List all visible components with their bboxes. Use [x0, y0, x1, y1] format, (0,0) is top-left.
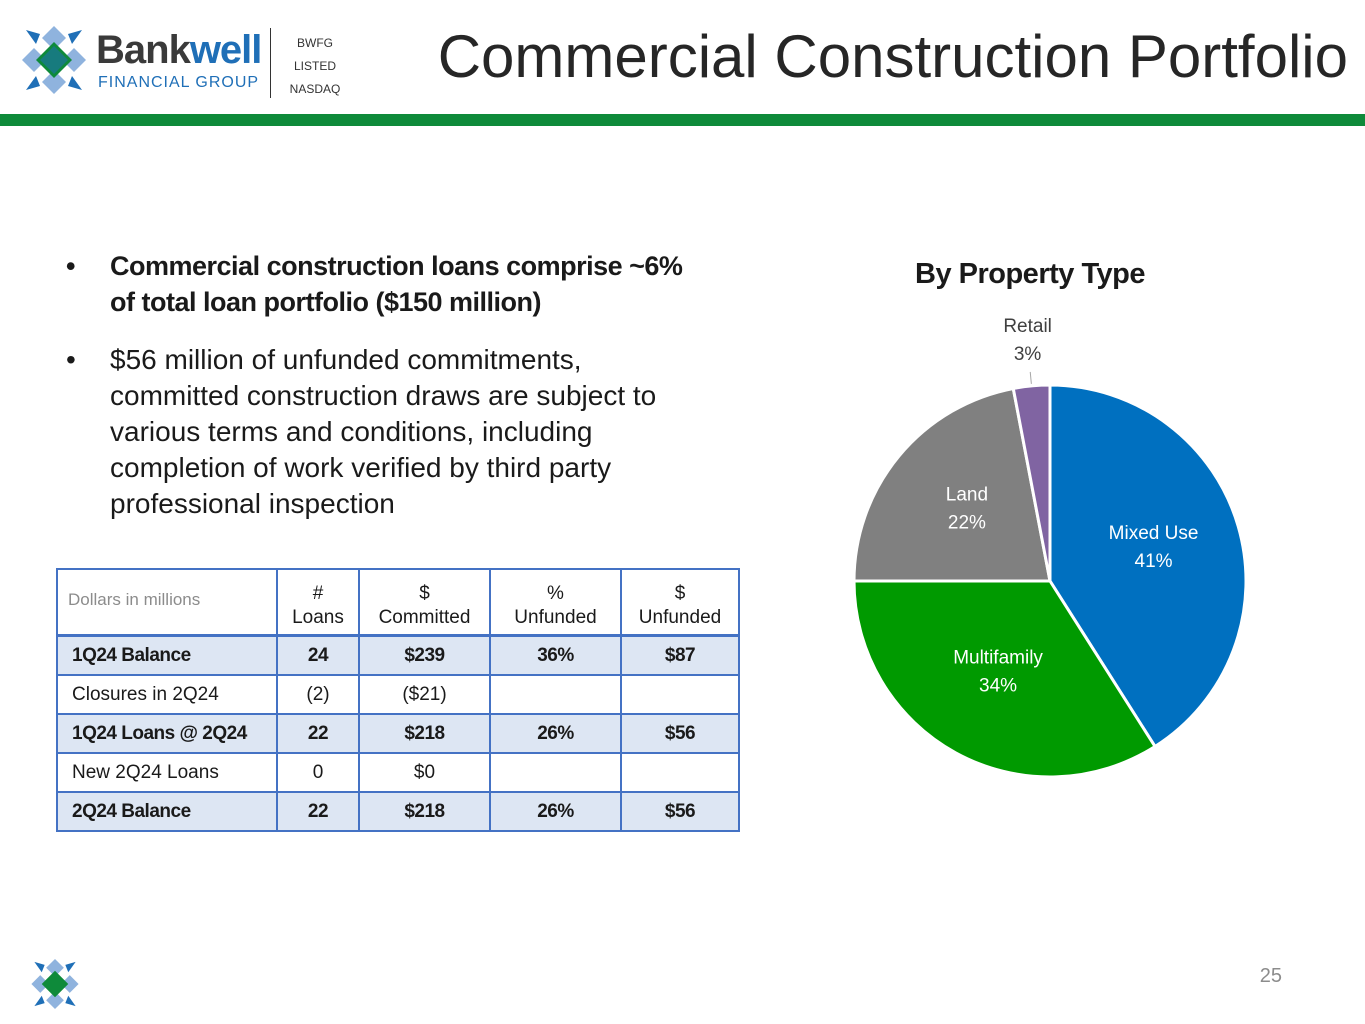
bullet-item: Commercial construction loans comprise ~…	[60, 248, 710, 320]
table-cell	[489, 752, 622, 793]
brand-subtitle: FINANCIAL GROUP	[98, 74, 260, 91]
brand-name: Bankwell	[96, 28, 262, 72]
logo-divider	[270, 28, 271, 98]
table-row: 1Q24 Balance 24 $239 36% $87	[56, 634, 740, 676]
table-cell: $56	[620, 713, 740, 754]
row-label: 1Q24 Loans @ 2Q24	[56, 713, 278, 754]
table-cell: $87	[620, 634, 740, 676]
row-label: New 2Q24 Loans	[56, 752, 278, 793]
table-cell: $218	[358, 713, 491, 754]
chart-title: By Property Type	[915, 258, 1145, 290]
pie-data-label: Mixed Use 41%	[1109, 523, 1199, 572]
page-title: Commercial Construction Portfolio	[437, 23, 1348, 90]
table-cell	[620, 752, 740, 793]
column-header: # Loans	[276, 568, 360, 637]
pie-slice-retail	[1011, 383, 1052, 582]
table-caption: Dollars in millions	[56, 568, 278, 637]
brand-logo: Bankwell FINANCIAL GROUP BWFG LISTED NAS…	[18, 22, 358, 102]
bankwell-footer-icon	[31, 958, 79, 1010]
ticker-line: BWFG	[297, 36, 333, 50]
header-divider-bar	[0, 114, 1365, 126]
row-label: Closures in 2Q24	[56, 674, 278, 715]
table-cell: 22	[276, 713, 360, 754]
bullet-item: $56 million of unfunded commitments, com…	[60, 342, 710, 522]
table-cell: 24	[276, 634, 360, 676]
ticker-line: NASDAQ	[289, 82, 341, 96]
column-header: $ Committed	[358, 568, 491, 637]
pie-leader-line	[1029, 371, 1032, 384]
page-number: 25	[1259, 965, 1282, 987]
table-header-row: Dollars in millions # Loans $ Committed % U…	[56, 568, 740, 637]
table-row: 1Q24 Loans @ 2Q24 22 $218 26% $56	[56, 713, 740, 754]
table-cell: $239	[358, 634, 491, 676]
table-cell: 26%	[489, 791, 622, 832]
pie-slice-multifamily	[852, 579, 1158, 779]
pie-data-label: Land 22%	[946, 484, 988, 533]
table-cell	[620, 674, 740, 715]
construction-table: Dollars in millions # Loans $ Committed % U…	[56, 568, 740, 832]
column-header: % Unfunded	[489, 568, 622, 637]
table-cell: 22	[276, 791, 360, 832]
table-cell: ($21)	[358, 674, 491, 715]
table-row: 2Q24 Balance 22 $218 26% $56	[56, 791, 740, 832]
ticker-info: BWFG LISTED NASDAQ	[280, 32, 350, 101]
property-type-pie-chart: Mixed Use 41% Multifamily 34% Land 22% Retail 3…	[852, 316, 1248, 779]
column-header: $ Unfunded	[620, 568, 740, 637]
table-cell: $0	[358, 752, 491, 793]
row-label: 1Q24 Balance	[56, 634, 278, 676]
table-row: New 2Q24 Loans 0 $0	[56, 752, 740, 793]
pie-data-label: Multifamily 34%	[953, 647, 1043, 696]
table-cell: (2)	[276, 674, 360, 715]
bullet-list: Commercial construction loans comprise ~…	[60, 248, 710, 544]
table-cell: $218	[358, 791, 491, 832]
bankwell-logo-icon	[22, 26, 86, 94]
ticker-line: LISTED	[293, 59, 336, 73]
table-cell	[489, 674, 622, 715]
table-cell: $56	[620, 791, 740, 832]
table-row: Closures in 2Q24 (2) ($21)	[56, 674, 740, 715]
table-cell: 0	[276, 752, 360, 793]
pie-slice-land	[852, 386, 1052, 583]
table-cell: 36%	[489, 634, 622, 676]
row-label: 2Q24 Balance	[56, 791, 278, 832]
pie-data-label: Retail 3%	[1003, 316, 1052, 365]
table-cell: 26%	[489, 713, 622, 754]
